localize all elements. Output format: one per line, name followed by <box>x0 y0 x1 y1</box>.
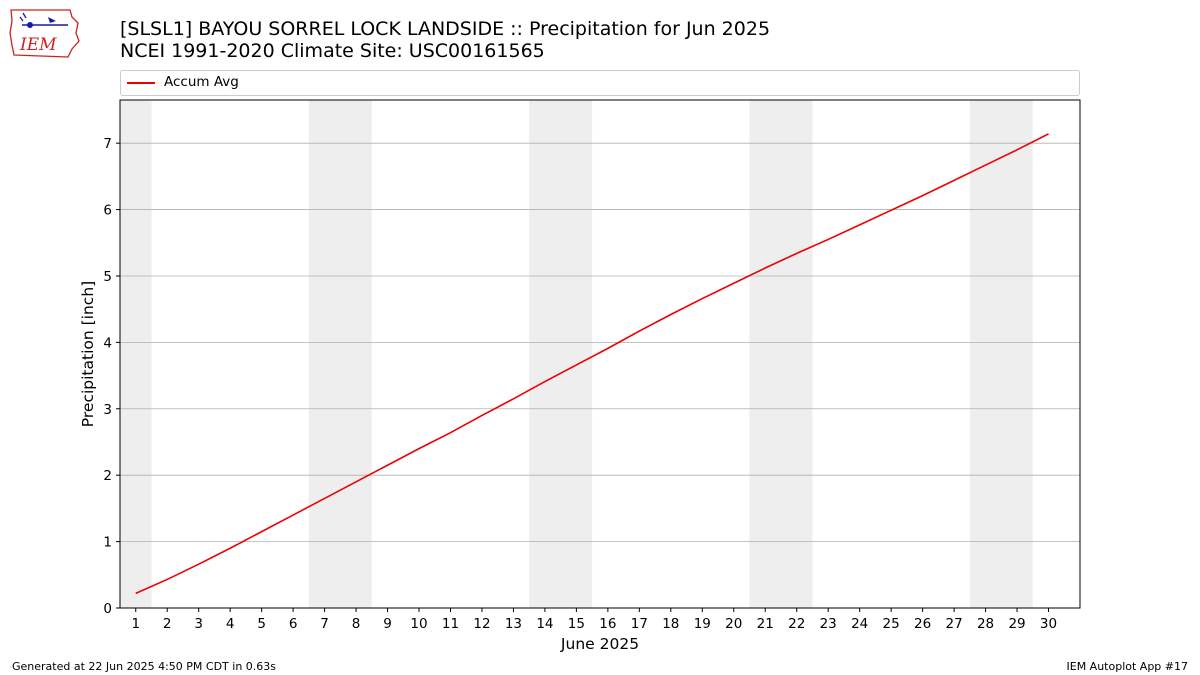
x-tick-label: 26 <box>914 616 931 632</box>
x-tick-label: 18 <box>662 616 679 632</box>
x-tick-label: 25 <box>883 616 900 632</box>
x-tick-label: 2 <box>163 616 172 632</box>
x-tick-label: 28 <box>977 616 994 632</box>
weekend-band <box>749 100 813 608</box>
y-tick-label: 2 <box>103 468 112 484</box>
x-axis-label: June 2025 <box>560 635 639 653</box>
logo-flag-shape <box>48 17 56 23</box>
weekend-band <box>120 100 152 608</box>
x-tick-label: 12 <box>473 616 490 632</box>
x-tick-label: 20 <box>725 616 742 632</box>
x-tick-label: 30 <box>1040 616 1057 632</box>
logo-dot <box>27 22 33 28</box>
x-tick-label: 6 <box>289 616 298 632</box>
y-tick-label: 0 <box>103 601 112 617</box>
y-tick-label: 1 <box>103 535 112 551</box>
logo-tick-shape <box>19 12 27 22</box>
y-axis-label: Precipitation [inch] <box>79 281 97 427</box>
weekend-band <box>308 100 372 608</box>
x-tick-label: 21 <box>757 616 774 632</box>
iem-logo: IEM <box>9 9 80 58</box>
footer-app-label: IEM Autoplot App #17 <box>1066 660 1189 673</box>
plot-frame <box>119 99 1081 609</box>
iowa-outline-shape <box>9 9 80 58</box>
y-tick-label: 4 <box>103 335 112 351</box>
chart-subtitle: NCEI 1991-2020 Climate Site: USC00161565 <box>120 40 545 62</box>
legend-swatch <box>127 82 155 84</box>
x-tick-label: 23 <box>820 616 837 632</box>
chart-title: [SLSL1] BAYOU SORREL LOCK LANDSIDE :: Pr… <box>120 18 771 40</box>
x-tick-label: 27 <box>946 616 963 632</box>
x-tick-label: 29 <box>1008 616 1025 632</box>
x-tick-label: 24 <box>851 616 868 632</box>
x-tick-label: 22 <box>788 616 805 632</box>
x-tick-label: 13 <box>505 616 522 632</box>
weekend-band <box>529 100 593 608</box>
x-tick-label: 4 <box>226 616 235 632</box>
weekend-band <box>969 100 1033 608</box>
x-tick-label: 16 <box>599 616 616 632</box>
legend-label: Accum Avg <box>164 74 239 90</box>
x-tick-label: 11 <box>442 616 459 632</box>
logo-text: IEM <box>19 35 57 55</box>
x-tick-label: 3 <box>194 616 203 632</box>
x-tick-label: 17 <box>631 616 648 632</box>
x-tick-label: 10 <box>410 616 427 632</box>
y-tick-label: 6 <box>103 203 112 219</box>
x-tick-label: 7 <box>320 616 329 632</box>
x-tick-label: 5 <box>257 616 266 632</box>
x-tick-label: 1 <box>131 616 140 632</box>
x-tick-label: 9 <box>383 616 392 632</box>
legend: Accum Avg <box>120 70 1080 96</box>
x-tick-label: 15 <box>568 616 585 632</box>
footer-generated-text: Generated at 22 Jun 2025 4:50 PM CDT in … <box>12 660 277 673</box>
series-line-accum-avg <box>135 133 1049 595</box>
x-tick-label: 8 <box>352 616 361 632</box>
x-tick-label: 14 <box>536 616 553 632</box>
y-tick-label: 5 <box>103 269 112 285</box>
x-tick-label: 19 <box>694 616 711 632</box>
y-tick-label: 3 <box>103 402 112 418</box>
y-tick-label: 7 <box>103 136 112 152</box>
